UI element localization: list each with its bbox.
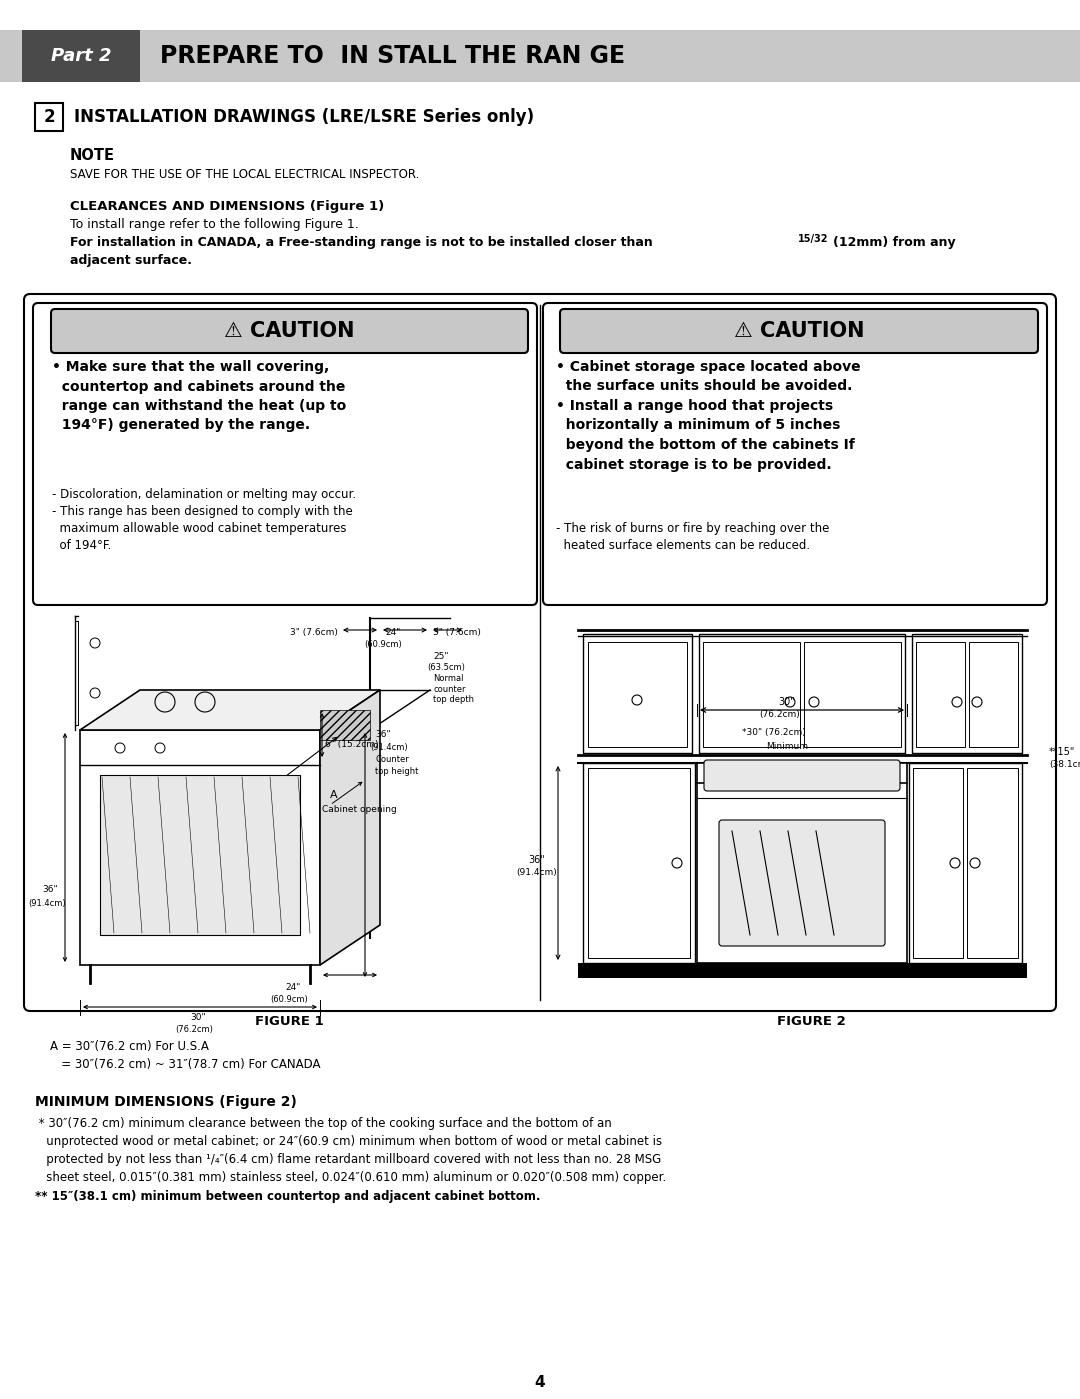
Bar: [967, 768, 1018, 958]
Text: 4: 4: [535, 1375, 545, 1391]
Text: adjacent surface.: adjacent surface.: [70, 255, 192, 267]
Text: top depth: top depth: [433, 695, 474, 704]
Bar: [916, 642, 966, 747]
Polygon shape: [320, 690, 380, 965]
Text: A = 30″(76.2 cm) For U.S.A: A = 30″(76.2 cm) For U.S.A: [50, 1039, 208, 1053]
Bar: [578, 963, 1027, 978]
Bar: [0, 29, 1080, 83]
Text: PREPARE TO  IN STALL THE RAN GE: PREPARE TO IN STALL THE RAN GE: [160, 43, 625, 69]
Text: outlet area.: outlet area.: [192, 825, 248, 837]
Text: Acceptable: Acceptable: [193, 800, 247, 810]
Text: 15/32: 15/32: [798, 234, 828, 243]
Text: ⚠ CAUTION: ⚠ CAUTION: [733, 320, 864, 341]
Text: Minimum: Minimum: [766, 741, 808, 751]
Text: (91.4cm): (91.4cm): [370, 743, 407, 753]
Text: 3" (7.6cm): 3" (7.6cm): [291, 628, 338, 637]
Text: CLEARANCES AND DIMENSIONS (Figure 1): CLEARANCES AND DIMENSIONS (Figure 1): [70, 200, 384, 213]
Text: 36": 36": [42, 886, 57, 894]
Bar: [703, 642, 800, 747]
Text: A: A: [330, 790, 338, 800]
Text: 36": 36": [375, 730, 391, 739]
Text: MINIMUM DIMENSIONS (Figure 2): MINIMUM DIMENSIONS (Figure 2): [35, 1095, 297, 1109]
Text: (12mm) from any: (12mm) from any: [833, 236, 956, 249]
Text: • Make sure that the wall covering,
  countertop and cabinets around the
  range: • Make sure that the wall covering, coun…: [52, 360, 347, 432]
FancyBboxPatch shape: [704, 760, 900, 790]
Text: SAVE FOR THE USE OF THE LOCAL ELECTRICAL INSPECTOR.: SAVE FOR THE USE OF THE LOCAL ELECTRICAL…: [70, 168, 419, 180]
Bar: [912, 634, 1022, 753]
Text: (91.4cm): (91.4cm): [516, 867, 557, 877]
Text: - The risk of burns or fire by reaching over the
  heated surface elements can b: - The risk of burns or fire by reaching …: [556, 522, 829, 553]
Text: 24": 24": [386, 628, 401, 637]
Bar: [320, 711, 370, 740]
Text: FIGURE 1: FIGURE 1: [255, 1016, 323, 1028]
Text: 36": 36": [528, 855, 544, 865]
Text: 30": 30": [779, 697, 795, 706]
Text: (38.1cm): (38.1cm): [1049, 760, 1080, 769]
Text: (76.2cm): (76.2cm): [175, 1025, 213, 1034]
Text: INSTALLATION DRAWINGS (LRE/LSRE Series only): INSTALLATION DRAWINGS (LRE/LSRE Series o…: [75, 108, 535, 126]
Text: electrical: electrical: [198, 813, 242, 823]
Bar: [100, 775, 300, 935]
Text: *30" (76.2cm): *30" (76.2cm): [742, 727, 806, 737]
Text: 30": 30": [190, 1013, 205, 1023]
Text: 24": 24": [285, 983, 300, 992]
Bar: [909, 762, 1022, 963]
Bar: [699, 634, 905, 753]
Bar: [913, 768, 963, 958]
Text: - Discoloration, delamination or melting may occur.
- This range has been design: - Discoloration, delamination or melting…: [52, 488, 356, 553]
Text: = 30″(76.2 cm) ~ 31″(78.7 cm) For CANADA: = 30″(76.2 cm) ~ 31″(78.7 cm) For CANADA: [50, 1058, 321, 1072]
Text: Normal: Normal: [433, 674, 463, 683]
Text: 6" (15.2cm): 6" (15.2cm): [325, 740, 378, 748]
Bar: [22, 29, 140, 83]
Text: (60.9cm): (60.9cm): [364, 639, 402, 649]
Bar: [583, 762, 696, 963]
Text: Counter: Counter: [375, 755, 408, 764]
Bar: [35, 104, 63, 132]
Text: (60.9cm): (60.9cm): [270, 995, 308, 1004]
Bar: [80, 730, 320, 965]
Text: (63.5cm): (63.5cm): [427, 663, 464, 672]
FancyBboxPatch shape: [719, 820, 885, 946]
Bar: [583, 634, 692, 753]
Text: top height: top height: [375, 767, 418, 776]
Text: * 30″(76.2 cm) minimum clearance between the top of the cooking surface and the : * 30″(76.2 cm) minimum clearance between…: [35, 1116, 666, 1184]
Text: 2: 2: [43, 108, 55, 126]
Text: For installation in CANADA, a Free-standing range is not to be installed closer : For installation in CANADA, a Free-stand…: [70, 236, 657, 249]
Text: 25": 25": [433, 652, 448, 660]
Text: ** 15″(38.1 cm) minimum between countertop and adjacent cabinet bottom.: ** 15″(38.1 cm) minimum between countert…: [35, 1191, 540, 1203]
Text: Cabinet opening: Cabinet opening: [322, 804, 396, 814]
FancyBboxPatch shape: [33, 304, 537, 604]
Text: (91.4cm): (91.4cm): [28, 900, 66, 908]
Text: • Cabinet storage space located above
  the surface units should be avoided.
• I: • Cabinet storage space located above th…: [556, 360, 861, 471]
FancyBboxPatch shape: [543, 304, 1047, 604]
FancyBboxPatch shape: [24, 294, 1056, 1011]
Text: counter: counter: [433, 686, 465, 694]
FancyBboxPatch shape: [561, 309, 1038, 353]
Text: 3" (7.6cm): 3" (7.6cm): [433, 628, 481, 637]
Text: ⚠ CAUTION: ⚠ CAUTION: [225, 320, 354, 341]
FancyBboxPatch shape: [51, 309, 528, 353]
Text: (76.2cm): (76.2cm): [759, 711, 800, 719]
Bar: [588, 642, 687, 747]
Text: Part 2: Part 2: [51, 48, 111, 64]
Bar: [588, 768, 690, 958]
Text: **15": **15": [1049, 747, 1076, 757]
Bar: [804, 642, 901, 747]
Text: NOTE: NOTE: [70, 148, 114, 164]
Text: FIGURE 2: FIGURE 2: [777, 1016, 846, 1028]
Polygon shape: [80, 690, 380, 730]
Text: To install range refer to the following Figure 1.: To install range refer to the following …: [70, 218, 359, 231]
Bar: [969, 642, 1018, 747]
Bar: [697, 762, 907, 963]
